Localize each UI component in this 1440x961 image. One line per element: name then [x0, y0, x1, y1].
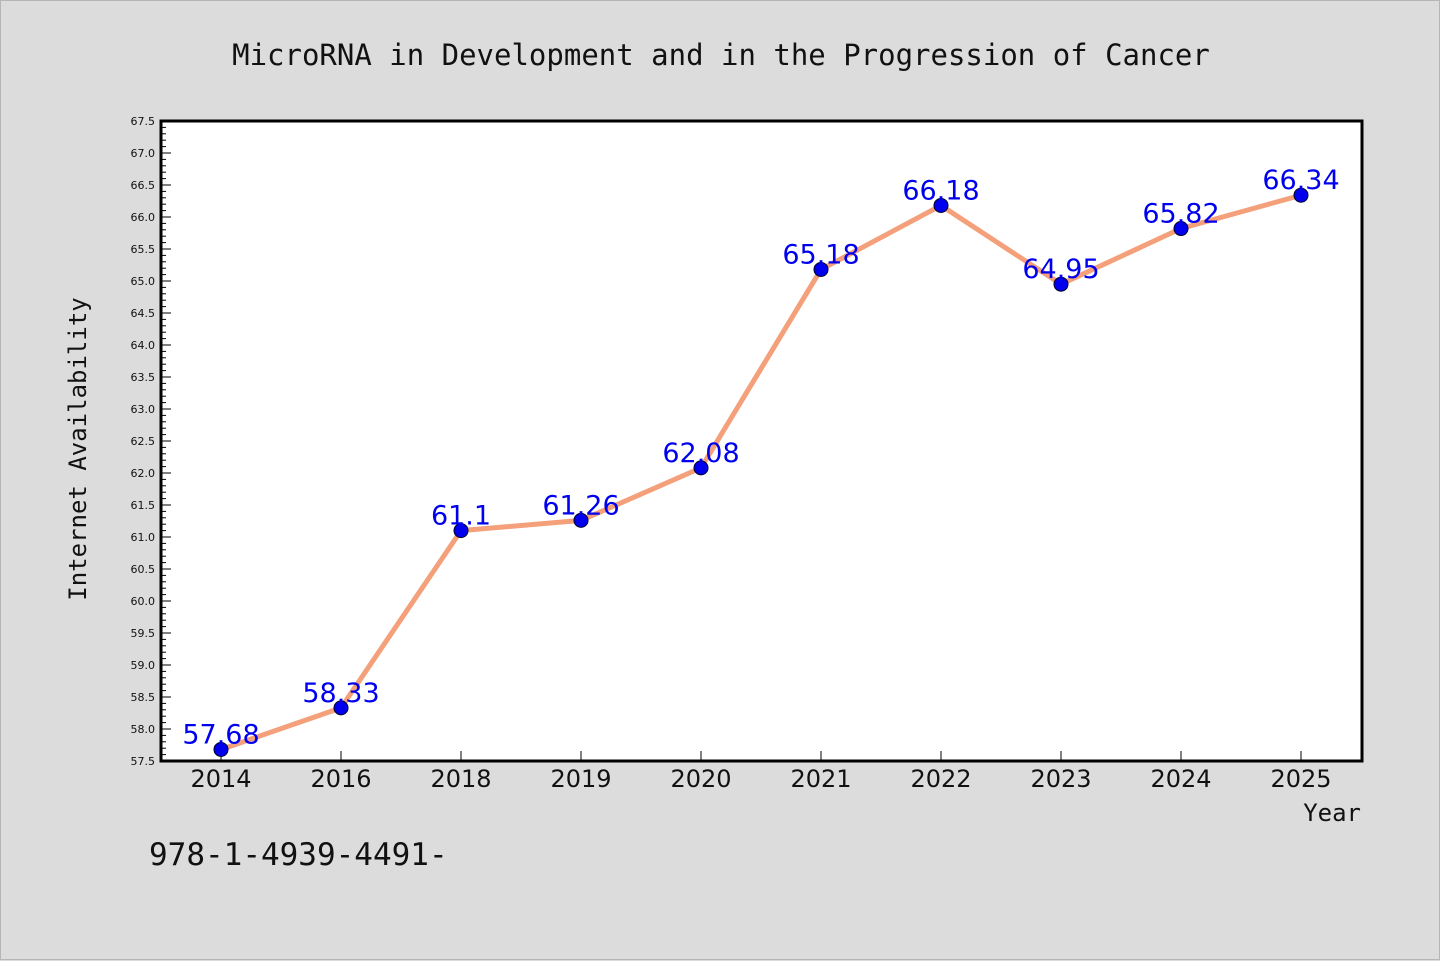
x-tick-label: 2018: [430, 765, 491, 793]
y-axis-label: Internet Availability: [64, 297, 92, 600]
series-line: [220, 192, 1302, 752]
y-tick-label: 62.0: [131, 467, 156, 480]
x-tick-label: 2014: [190, 765, 251, 793]
data-point: [693, 460, 709, 476]
y-tick-label: 60.0: [131, 595, 156, 608]
data-point: [1293, 187, 1309, 203]
data-label: 58.33: [302, 678, 379, 709]
data-label: 66.34: [1262, 165, 1339, 196]
y-tick-label: 65.5: [131, 243, 156, 256]
y-axis: 57.5 58.0 58.5 59.0 59.5 60.0 60.5 61.0 61.5 62.0…: [131, 115, 171, 768]
data-point: [933, 197, 949, 213]
y-tick-label: 64.5: [131, 307, 156, 320]
data-label: 62.08: [662, 438, 739, 469]
data-point: [1053, 276, 1069, 292]
x-tick-label: 2022: [910, 765, 971, 793]
x-axis: 2014 2016 2018 2019 2020 2021 2022 2023 2024 2025: [190, 751, 1332, 793]
x-tick-label: 2023: [1030, 765, 1091, 793]
data-label: 64.95: [1022, 254, 1099, 285]
y-tick-label: 63.0: [131, 403, 156, 416]
data-point: [813, 261, 829, 277]
data-label: 65.82: [1142, 199, 1219, 230]
plot-frame: [159, 119, 1364, 763]
data-point: [1173, 221, 1189, 237]
y-tick-label: 59.5: [131, 627, 156, 640]
y-tick-label: 66.5: [131, 179, 156, 192]
data-labels: 57.68 58.33 61.1 61.26 62.08 65.18 66.18 64.95 6…: [182, 165, 1339, 750]
x-tick-label: 2016: [310, 765, 371, 793]
y-tick-label: 67.0: [131, 147, 156, 160]
data-label: 61.1: [431, 501, 491, 532]
series-markers: [213, 187, 1309, 757]
data-label: 66.18: [902, 175, 979, 206]
data-label: 57.68: [182, 719, 259, 750]
data-label: 61.26: [542, 490, 619, 521]
x-tick-label: 2019: [550, 765, 611, 793]
x-tick-label: 2025: [1270, 765, 1331, 793]
y-tick-label: 57.5: [131, 755, 156, 768]
chart-title: MicroRNA in Development and in the Progr…: [232, 38, 1210, 72]
x-tick-label: 2021: [790, 765, 851, 793]
x-axis-label: Year: [1303, 799, 1361, 827]
y-tick-label: 61.5: [131, 499, 156, 512]
data-point: [573, 512, 589, 528]
y-tick-label: 66.0: [131, 211, 156, 224]
data-point: [453, 523, 469, 539]
plot-area: [161, 121, 1362, 761]
data-point: [213, 741, 229, 757]
x-tick-label: 2020: [670, 765, 731, 793]
y-tick-label: 64.0: [131, 339, 156, 352]
footer-isbn-text: 978-1-4939-4491-: [149, 837, 448, 873]
y-tick-label: 61.0: [131, 531, 156, 544]
data-label: 65.18: [782, 239, 859, 270]
y-tick-label: 63.5: [131, 371, 156, 384]
y-tick-label: 58.0: [131, 723, 156, 736]
y-tick-label: 59.0: [131, 659, 156, 672]
y-tick-label: 60.5: [131, 563, 156, 576]
x-tick-label: 2024: [1150, 765, 1211, 793]
data-point: [333, 700, 349, 716]
y-tick-label: 67.5: [131, 115, 156, 128]
y-tick-label: 62.5: [131, 435, 156, 448]
y-tick-label: 65.0: [131, 275, 156, 288]
y-tick-label: 58.5: [131, 691, 156, 704]
